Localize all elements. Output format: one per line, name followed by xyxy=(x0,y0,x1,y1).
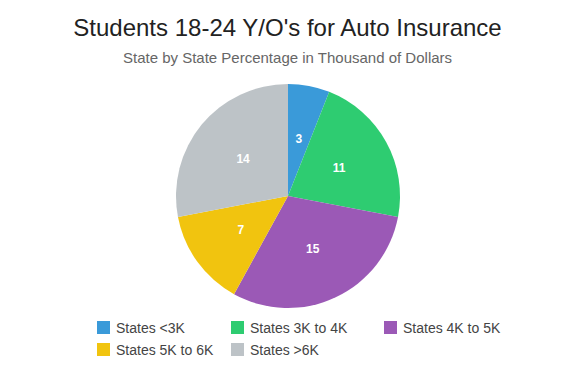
data-label: 7 xyxy=(238,223,245,237)
legend-label: States >6K xyxy=(250,342,320,358)
legend-swatch xyxy=(231,321,244,334)
legend-swatch xyxy=(231,343,244,356)
legend-swatch xyxy=(384,321,397,334)
pie-slice xyxy=(288,92,400,217)
chart: Students 18-24 Y/O's for Auto Insurance S… xyxy=(0,0,575,375)
legend-label: States 3K to 4K xyxy=(250,320,348,336)
subtitle: State by State Percentage in Thousand of… xyxy=(123,49,452,66)
pie xyxy=(176,84,400,308)
legend-label: States 4K to 5K xyxy=(403,320,501,336)
legend-swatch xyxy=(97,321,110,334)
data-labels: 3 11 15 7 14 xyxy=(236,132,345,256)
legend-label: States 5K to 6K xyxy=(116,342,214,358)
legend-label: States <3K xyxy=(116,320,186,336)
data-label: 15 xyxy=(306,242,320,256)
data-label: 11 xyxy=(333,161,346,175)
title: Students 18-24 Y/O's for Auto Insurance xyxy=(73,14,501,41)
legend-swatch xyxy=(97,343,110,356)
legend: States <3K States 3K to 4K States 4K to 5K… xyxy=(97,320,501,358)
pie-slice xyxy=(176,84,288,217)
data-label: 3 xyxy=(296,132,303,146)
data-label: 14 xyxy=(236,152,250,166)
